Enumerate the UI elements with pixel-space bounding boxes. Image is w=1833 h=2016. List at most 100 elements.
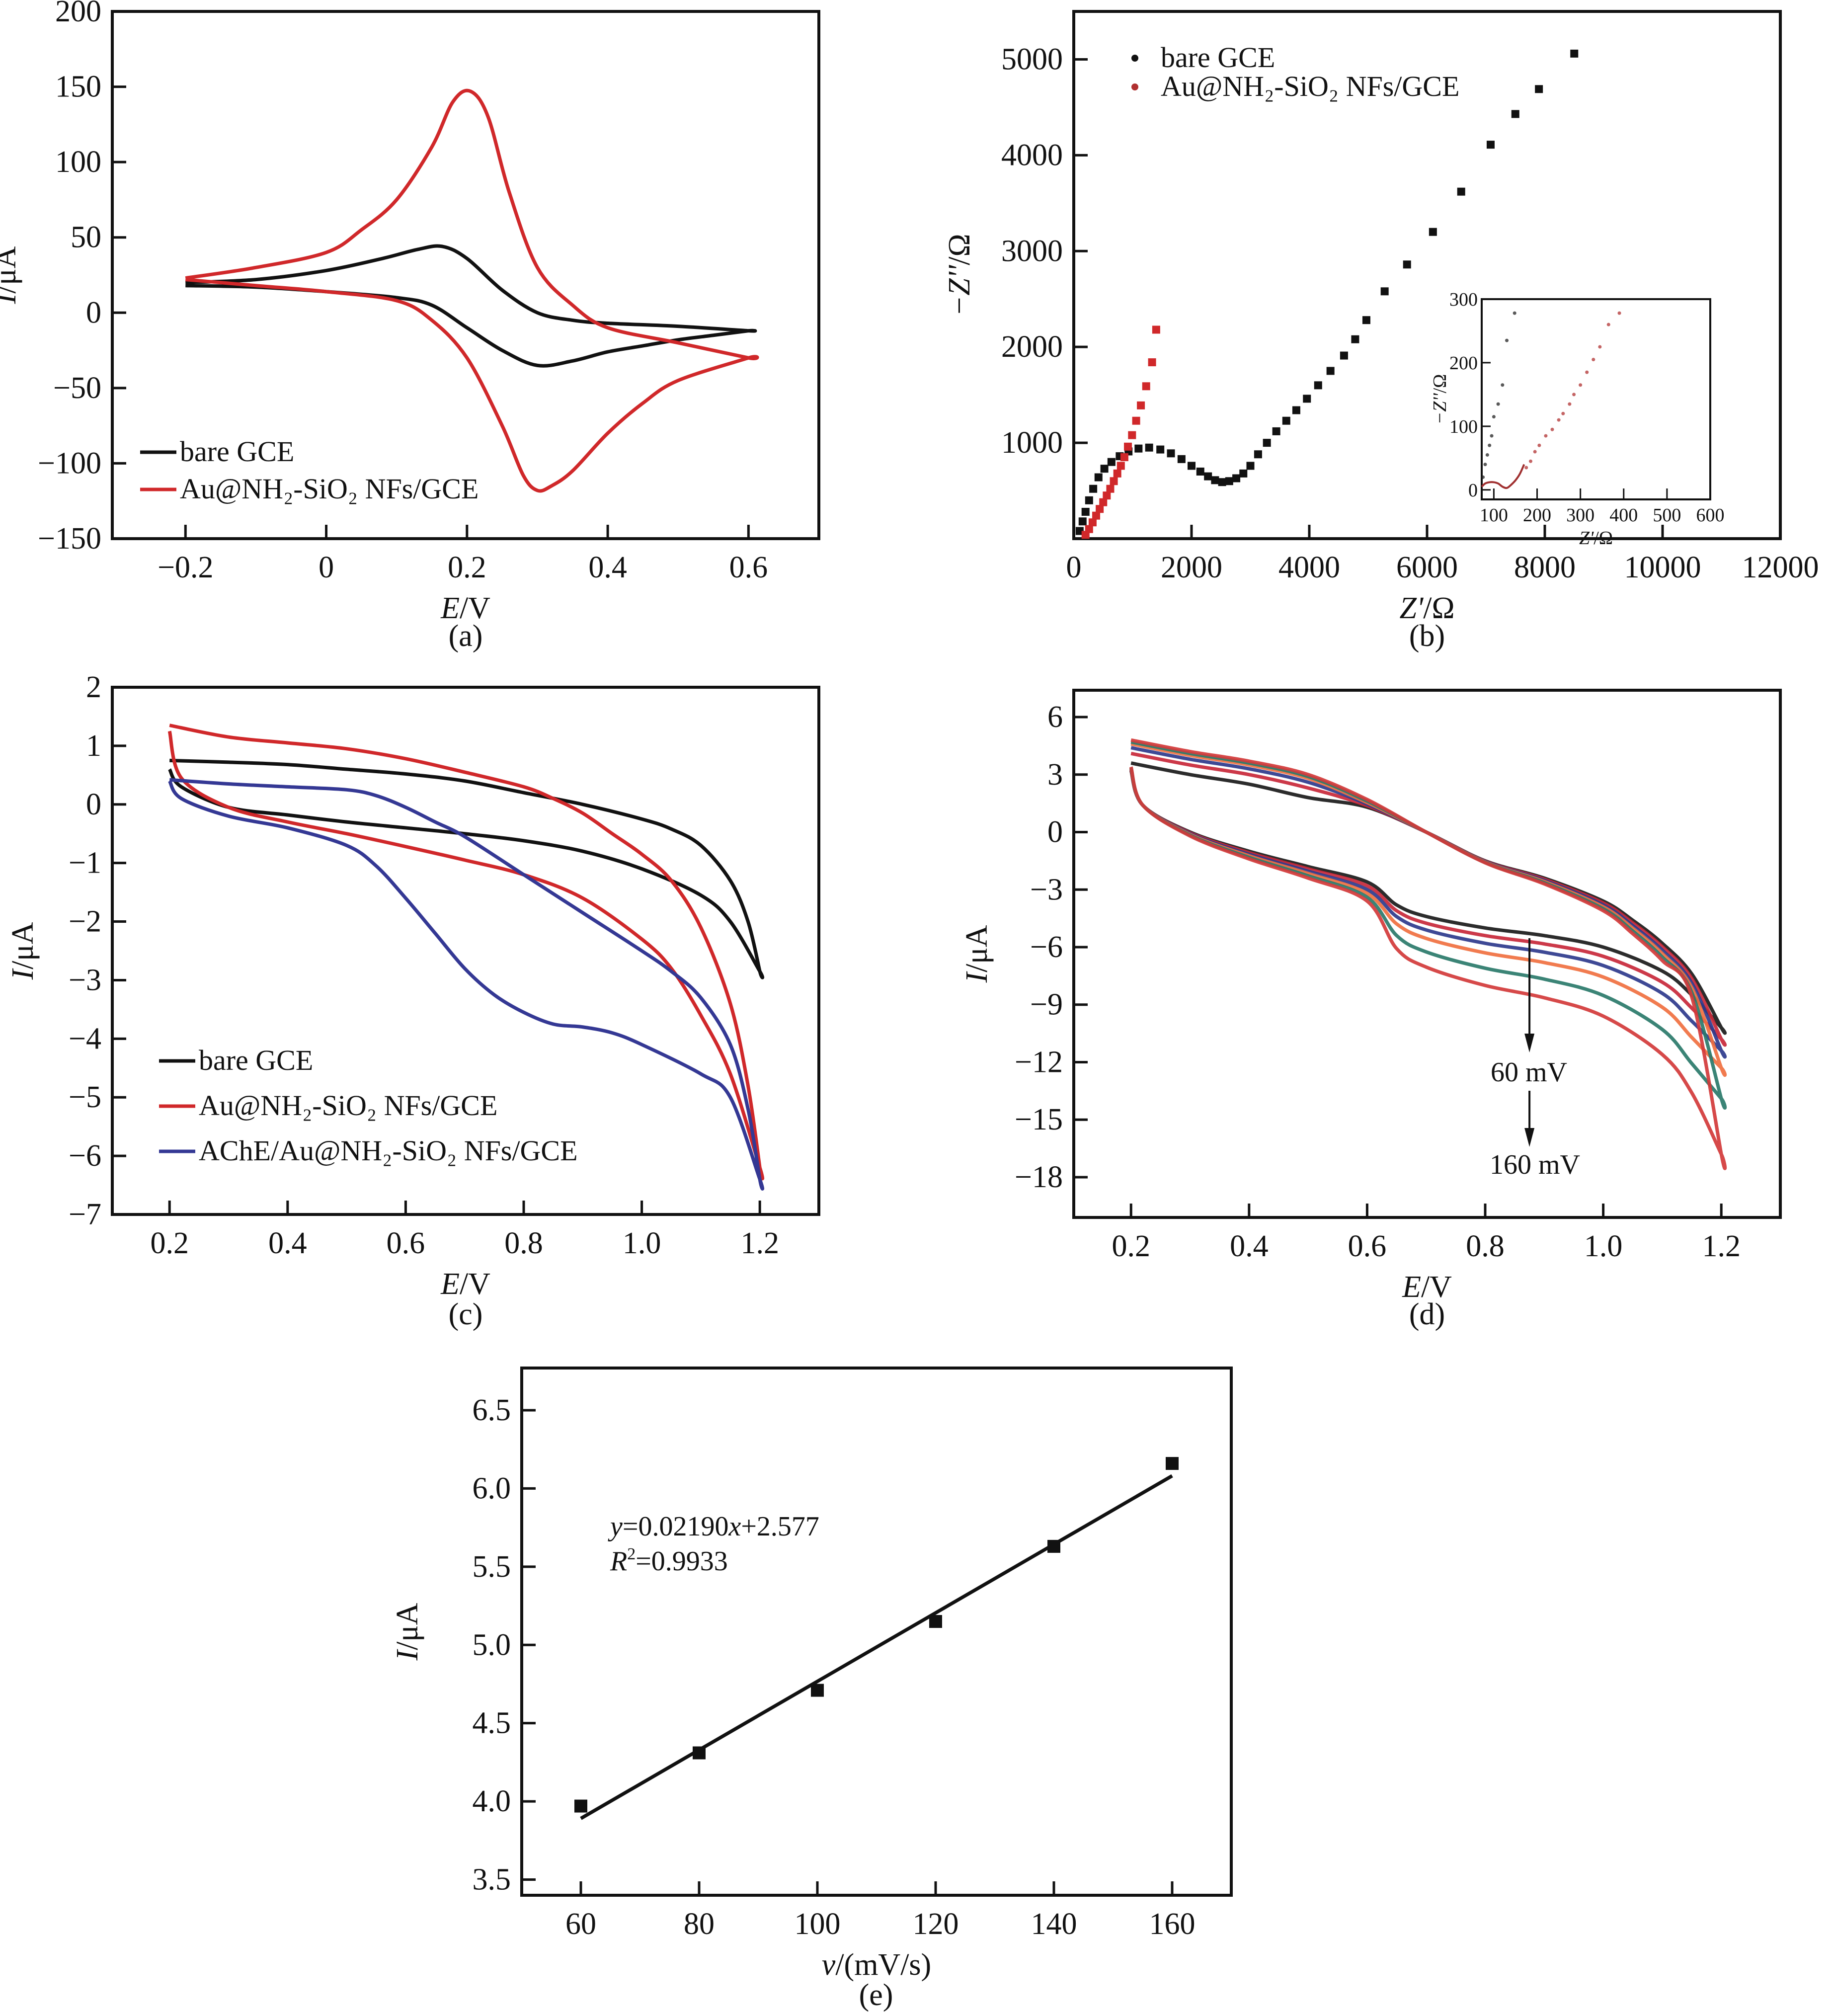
y-tick-label: −4 [69, 1022, 101, 1055]
data-point-bare-gce [1204, 472, 1212, 481]
x-tick-label: 0.6 [1348, 1229, 1387, 1263]
inset-y-var: −Z'' [1430, 393, 1450, 425]
inset-x-tick-label: 300 [1566, 505, 1594, 526]
data-point-bare-gce [1362, 316, 1370, 324]
x-axis-var: Z' [1399, 591, 1424, 625]
legend-c-label-ache: AChE/Au@NH₂-SiO₂ NFs/GCE [199, 1134, 578, 1167]
data-point-au-nh2-sio2 [1152, 325, 1160, 334]
y-tick-label: 50 [71, 221, 101, 254]
y-tick-label: −7 [69, 1198, 101, 1231]
y-tick-label: 100 [55, 145, 101, 179]
x-axis-var: E [1402, 1270, 1421, 1304]
plot-frame [111, 686, 820, 1216]
data-point-bare-gce [1196, 467, 1204, 476]
data-point-bare-gce [1403, 260, 1411, 269]
y-tick-label: −6 [1030, 930, 1063, 964]
panel-label-e: (e) [859, 1978, 893, 2012]
eq-slope: =0.02190 [623, 1511, 729, 1542]
x-axis-unit: /V [1421, 1270, 1452, 1304]
y-tick-label: −50 [53, 371, 101, 405]
legend-c-label-bare: bare GCE [199, 1044, 313, 1076]
x-tick-label: 10000 [1624, 551, 1701, 584]
panel-label-b: (b) [1409, 619, 1445, 653]
data-point-au-nh2-sio2 [1099, 498, 1108, 506]
inset-data-point-au-nh2-sio2 [1606, 323, 1610, 326]
data-point-bare-gce [1282, 416, 1290, 425]
data-point-bare-gce [1292, 406, 1300, 414]
eq-intercept: +2.577 [741, 1511, 819, 1542]
legend-c: bare GCE Au@NH₂-SiO₂ NFs/GCE AChE/Au@NH₂… [159, 1044, 578, 1167]
inset-data-point-bare-gce [1481, 475, 1485, 479]
inset-data-point-bare-gce [1492, 415, 1496, 419]
panel-b-nyquist-chart: 0 2000 4000 6000 8000 10000 120001000200030004… [943, 10, 1819, 625]
inset-data-point-bare-gce [1485, 453, 1489, 457]
y-tick-label: 6.5 [473, 1393, 511, 1427]
inset-y-tick-label: 200 [1449, 353, 1478, 374]
data-point [693, 1746, 706, 1760]
inset-data-point-au-nh2-sio2 [1592, 358, 1595, 362]
inset-x-tick-label: 100 [1480, 505, 1508, 526]
legend-b-label-bare: bare GCE [1161, 41, 1275, 74]
y-tick-label: −6 [69, 1139, 101, 1173]
inset-y-tick-label: 100 [1449, 416, 1478, 437]
y-tick-label: 6.0 [473, 1471, 511, 1505]
y-tick-label: 5.5 [473, 1550, 511, 1584]
x-tick-label: 80 [684, 1907, 715, 1941]
data-point-bare-gce [1100, 465, 1109, 473]
data-point-bare-gce [1085, 496, 1093, 504]
data-point-au-nh2-sio2 [1085, 525, 1093, 533]
y-tick-label: 3 [1047, 758, 1063, 792]
data-point-bare-gce [1254, 450, 1262, 459]
data-point-au-nh2-sio2 [1096, 505, 1104, 513]
x-tick-label: 0.8 [504, 1226, 543, 1260]
data-point-bare-gce [1570, 49, 1579, 58]
data-point-bare-gce [1089, 484, 1098, 493]
y-axis-var: I [391, 1648, 424, 1661]
eq-y-var: y [608, 1511, 623, 1542]
x-axis-unit: /Ω [1423, 591, 1454, 625]
data-point-bare-gce [1211, 476, 1219, 484]
x-tick-label: 0.2 [448, 551, 486, 584]
data-point-au-nh2-sio2 [1132, 416, 1140, 425]
data-point [574, 1799, 587, 1813]
y-tick-label: −3 [1030, 873, 1063, 906]
data-point-bare-gce [1145, 443, 1153, 452]
y-tick-label: 5.0 [473, 1628, 511, 1662]
legend-c-label-au: Au@NH₂-SiO₂ NFs/GCE [199, 1089, 497, 1122]
legend-a-label-bare: bare GCE [180, 435, 294, 468]
y-tick-label: 1000 [1001, 426, 1063, 460]
panel-a-cv-chart: −0.2 0 0.2 0.4 0.6 −150 −100 −50 0 50 100 150 200 E/V… [0, 0, 820, 625]
x-tick-label: 0.6 [729, 551, 768, 584]
r-squared: R2=0.9933 [610, 1545, 728, 1577]
r2-sup: 2 [627, 1545, 636, 1563]
inset-data-point-bare-gce [1501, 383, 1505, 387]
data-point-au-nh2-sio2 [1137, 401, 1145, 409]
data-point-bare-gce [1232, 474, 1241, 483]
data-point-au-nh2-sio2 [1088, 518, 1097, 527]
inset-data-point-au-nh2-sio2 [1579, 383, 1583, 387]
data-point-bare-gce [1225, 477, 1233, 485]
inset-data-point-au-nh2-sio2 [1568, 402, 1572, 406]
x-axis-title: E/V [440, 591, 490, 625]
x-axis-unit: /V [460, 1267, 490, 1301]
data-point-bare-gce [1272, 427, 1280, 435]
data-point-bare-gce [1081, 507, 1090, 516]
inset-y-unit: /Ω [1430, 374, 1450, 394]
inset-data-point-bare-gce [1488, 443, 1492, 447]
y-tick-label: 4000 [1001, 138, 1063, 172]
data-point [929, 1615, 942, 1628]
data-point-au-nh2-sio2 [1148, 358, 1156, 367]
inset-data-point-au-nh2-sio2 [1537, 443, 1541, 447]
y-tick-label: −3 [69, 963, 101, 997]
inset-data-point-au-nh2-sio2 [1617, 311, 1621, 315]
data-point-bare-gce [1246, 462, 1255, 470]
panel-d-scanrate-cv-chart: 0.2 0.4 0.6 0.8 1.0 1.2 −18 −15 −12 −9 −6 −3 0 3 6 E/V I… [960, 689, 1782, 1304]
x-tick-label: 120 [913, 1907, 959, 1941]
data-point-bare-gce [1351, 335, 1359, 343]
y-tick-label: −9 [1030, 988, 1063, 1022]
y-axis-var: I [6, 968, 40, 980]
y-axis-title: I/μA [0, 246, 22, 304]
inset-x-tick-label: 500 [1653, 505, 1681, 526]
eq-x-var: x [728, 1511, 741, 1542]
